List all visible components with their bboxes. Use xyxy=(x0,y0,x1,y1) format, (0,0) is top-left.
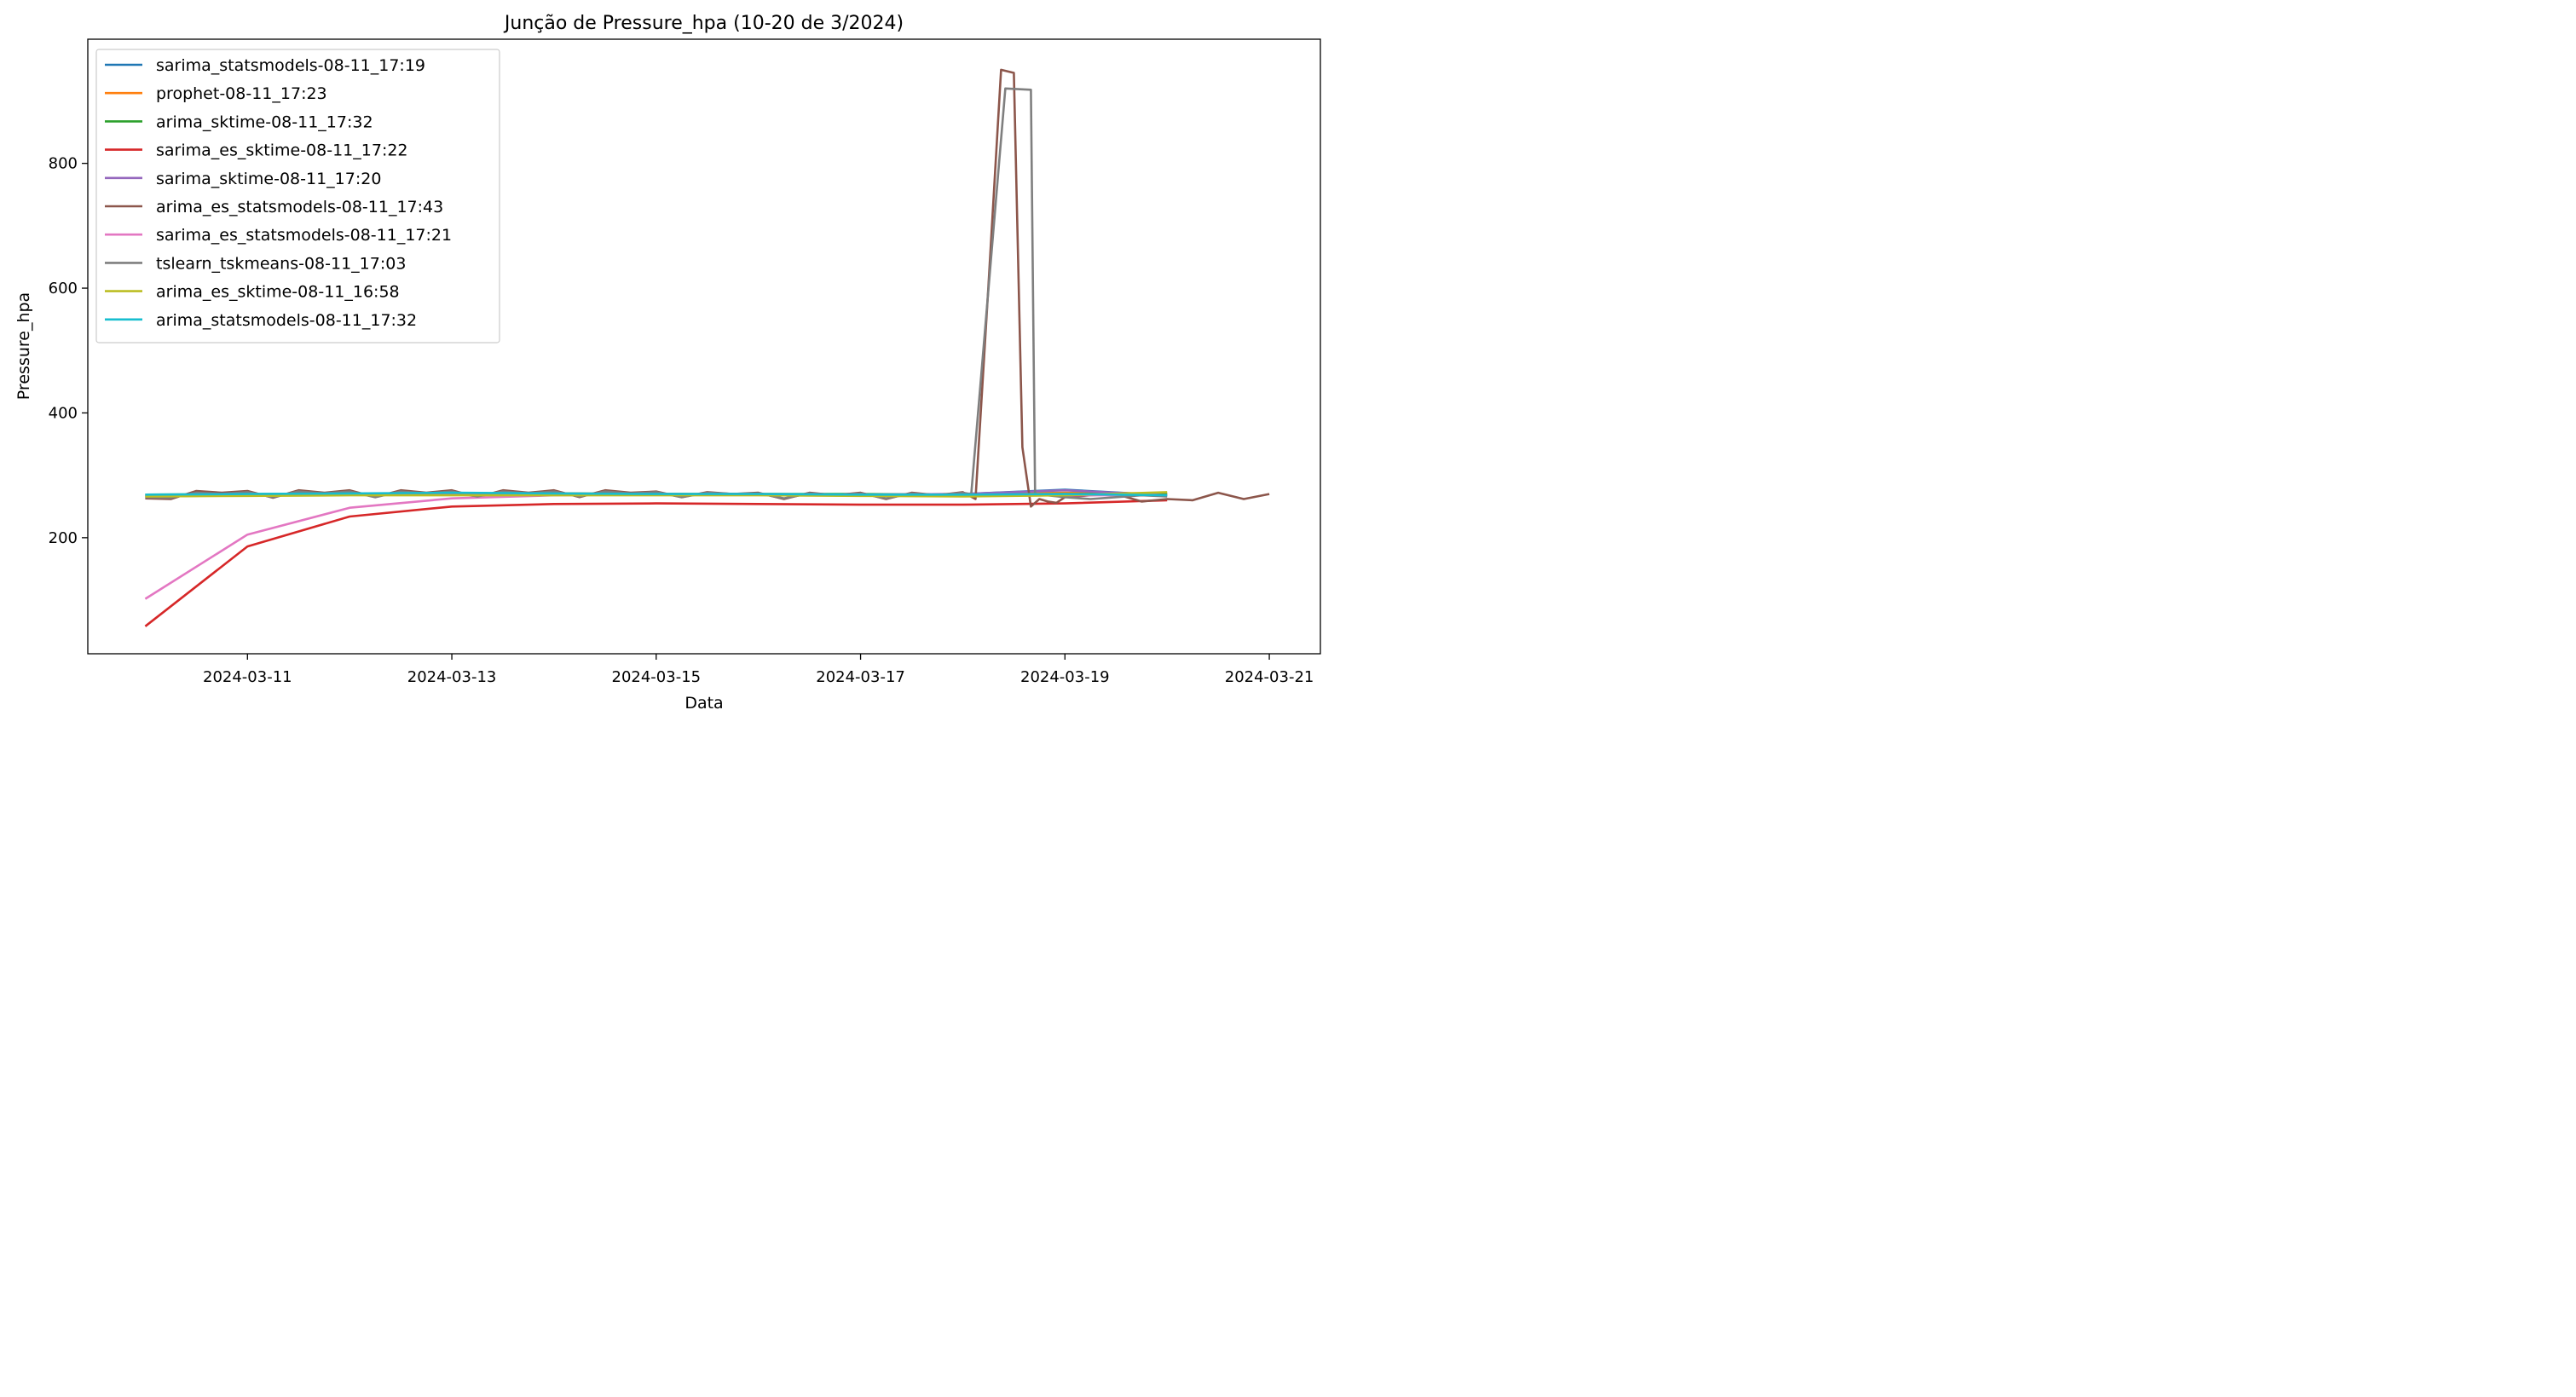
x-axis-ticks: 2024-03-11 2024-03-13 2024-03-15 2024-03-17… xyxy=(203,654,1314,686)
legend-label: arima_es_sktime-08-11_16:58 xyxy=(156,283,400,302)
x-axis-label: Data xyxy=(684,694,723,713)
legend: sarima_statsmodels-08-11_17:19 prophet-08… xyxy=(95,49,500,343)
x-tick-label: 2024-03-17 xyxy=(816,668,905,686)
axes-frame xyxy=(87,38,1321,655)
legend-label: prophet-08-11_17:23 xyxy=(156,84,327,103)
x-tick-label: 2024-03-19 xyxy=(1020,668,1110,686)
legend-label: tslearn_tskmeans-08-11_17:03 xyxy=(156,254,406,273)
x-tick-label: 2024-03-15 xyxy=(612,668,702,686)
x-tick-label: 2024-03-11 xyxy=(203,668,292,686)
legend-label: sarima_es_statsmodels-08-11_17:21 xyxy=(156,226,452,245)
chart: Junção de Pressure_hpa (10-20 de 3/2024)… xyxy=(0,0,1337,724)
y-tick-label: 400 xyxy=(49,404,78,422)
legend-label: sarima_statsmodels-08-11_17:19 xyxy=(156,56,425,75)
legend-label: arima_statsmodels-08-11_17:32 xyxy=(156,311,417,330)
y-tick-label: 200 xyxy=(49,529,78,547)
chart-title: Junção de Pressure_hpa (10-20 de 3/2024) xyxy=(503,13,904,34)
y-axis-label: Pressure_hpa xyxy=(14,292,33,400)
x-tick-label: 2024-03-13 xyxy=(407,668,497,686)
legend-label: arima_sktime-08-11_17:32 xyxy=(156,113,373,131)
y-tick-label: 600 xyxy=(49,280,78,297)
series-layer xyxy=(144,68,1270,627)
legend-box xyxy=(95,49,500,343)
plot-area xyxy=(87,38,1321,655)
series-line-9 xyxy=(145,491,1168,498)
legend-label: sarima_es_sktime-08-11_17:22 xyxy=(156,141,408,160)
y-tick-label: 800 xyxy=(49,155,78,173)
y-axis-ticks: 200 400 600 800 xyxy=(49,155,88,547)
legend-label: sarima_sktime-08-11_17:20 xyxy=(156,170,381,188)
x-tick-label: 2024-03-21 xyxy=(1225,668,1314,686)
legend-label: arima_es_statsmodels-08-11_17:43 xyxy=(156,198,443,216)
series-line-4 xyxy=(144,499,1168,627)
series-line-10 xyxy=(145,491,1168,497)
